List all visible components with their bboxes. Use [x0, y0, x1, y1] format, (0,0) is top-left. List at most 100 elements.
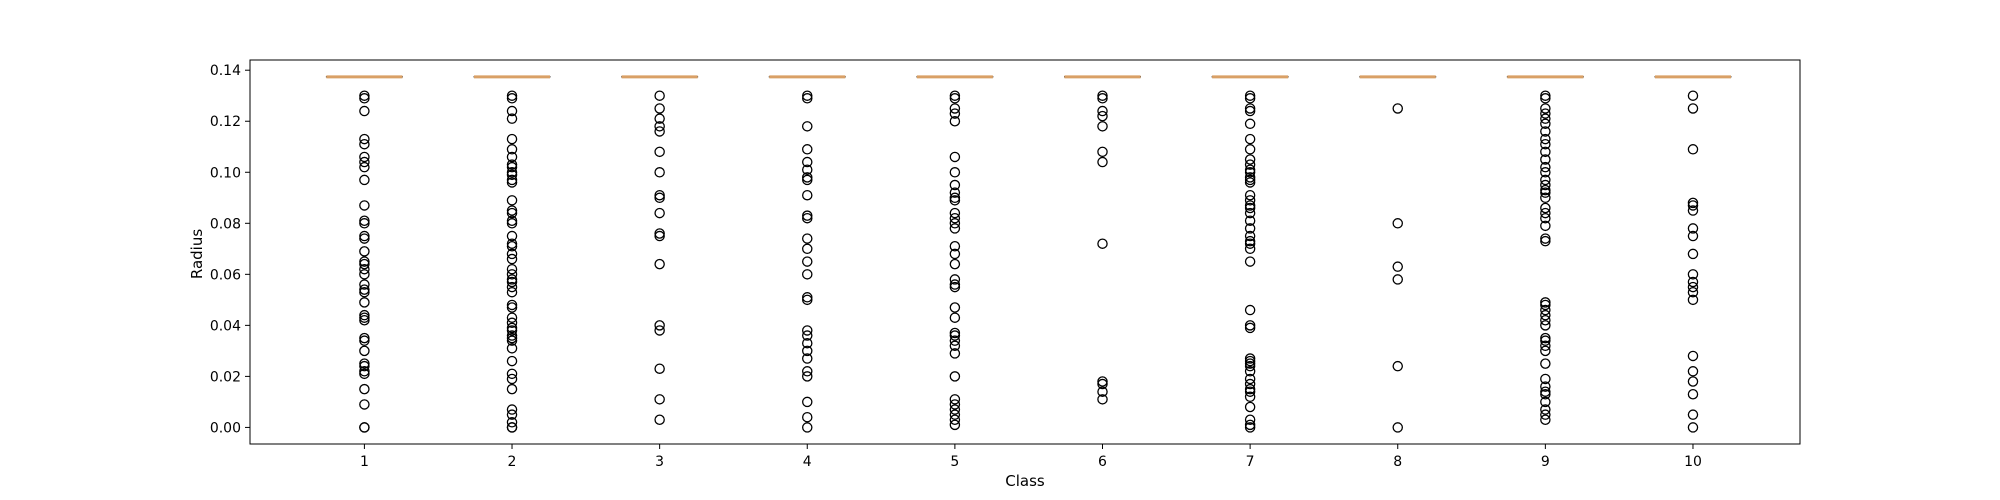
flier-point — [506, 174, 518, 186]
flier-point — [1244, 189, 1256, 201]
flier-point — [1687, 205, 1699, 216]
flier-point — [949, 274, 961, 285]
x-tick-label: 9 — [1541, 454, 1550, 470]
flier-point — [1687, 223, 1699, 234]
flier-point — [1244, 353, 1256, 364]
flier-point — [1244, 133, 1256, 145]
box-group-class-9 — [1506, 75, 1584, 426]
flier-point — [802, 411, 813, 423]
box-group-class-3 — [621, 75, 699, 426]
flier-point — [1244, 401, 1256, 413]
flier-point — [654, 121, 665, 132]
flier-point — [949, 195, 961, 206]
box-group-class-1 — [325, 75, 403, 433]
flier-point — [1687, 366, 1699, 377]
y-tick-label: 0.12 — [210, 114, 241, 130]
flier-point — [359, 309, 370, 321]
flier-point — [1540, 108, 1551, 119]
flier-point — [1687, 281, 1699, 293]
flier-point — [802, 90, 813, 101]
flier-point — [1244, 256, 1256, 267]
x-tick-label: 5 — [950, 454, 959, 470]
flier-point — [1244, 195, 1256, 206]
flier-point — [949, 340, 961, 352]
flier-point — [1687, 376, 1699, 387]
flier-point — [949, 279, 961, 290]
flier-point — [506, 169, 518, 181]
flier-point — [359, 297, 370, 308]
flier-point — [359, 284, 370, 295]
flier-point — [506, 215, 518, 226]
flier-point — [506, 325, 518, 336]
flier-point — [1244, 386, 1256, 397]
flier-point — [802, 156, 813, 168]
flier-point — [654, 189, 665, 201]
flier-point — [1244, 154, 1256, 165]
flier-point — [1244, 93, 1256, 104]
flier-point — [1244, 243, 1256, 255]
x-tick-label: 6 — [1098, 454, 1107, 470]
flier-point — [654, 414, 665, 426]
flier-point — [949, 302, 961, 313]
flier-point — [1244, 200, 1256, 211]
flier-point — [654, 363, 665, 374]
flier-point — [1540, 118, 1551, 130]
flier-point — [1540, 332, 1551, 344]
flier-point — [1540, 202, 1551, 214]
flier-point — [1540, 138, 1551, 150]
y-tick-label: 0.04 — [210, 318, 241, 334]
flier-point — [1244, 383, 1256, 395]
flier-point — [1687, 294, 1699, 306]
flier-point — [506, 90, 518, 101]
flier-point — [1392, 261, 1403, 272]
flier-point — [506, 332, 518, 344]
axes-frame — [249, 59, 1801, 445]
flier-point — [359, 345, 370, 357]
flier-point — [949, 179, 961, 191]
flier-point — [506, 263, 518, 275]
flier-point — [506, 302, 518, 313]
flier-point — [802, 330, 813, 341]
flier-point — [949, 348, 961, 359]
x-axis-label: Class — [1005, 472, 1045, 490]
flier-point — [1244, 215, 1256, 226]
flier-point — [1687, 230, 1699, 242]
flier-point — [1540, 381, 1551, 392]
flier-point — [506, 241, 518, 252]
flier-point — [802, 164, 813, 175]
flier-point — [949, 212, 961, 224]
flier-point — [359, 174, 370, 186]
flier-point — [802, 174, 813, 186]
flier-point — [1244, 355, 1256, 367]
flier-point — [802, 353, 813, 364]
flier-point — [1097, 93, 1108, 104]
flier-point — [1097, 378, 1108, 390]
flier-point — [506, 207, 518, 219]
flier-point — [359, 161, 370, 173]
flier-point — [654, 113, 665, 124]
flier-point — [1540, 133, 1551, 145]
flier-point — [949, 335, 961, 346]
flier-point — [1244, 366, 1256, 377]
flier-point — [359, 246, 370, 257]
flier-point — [506, 312, 518, 323]
flier-point — [506, 105, 518, 117]
flier-point — [949, 409, 961, 420]
flier-point — [1244, 90, 1256, 101]
flier-point — [1244, 360, 1256, 372]
flier-point — [1687, 276, 1699, 288]
flier-point — [802, 294, 813, 306]
flier-point — [506, 161, 518, 173]
flier-point — [949, 399, 961, 410]
plot-area — [325, 75, 1732, 433]
flier-point — [1540, 335, 1551, 346]
flier-point — [506, 133, 518, 145]
flier-point — [802, 144, 813, 155]
flier-point — [359, 286, 370, 298]
flier-point — [506, 269, 518, 280]
flier-point — [506, 409, 518, 420]
flier-point — [802, 292, 813, 303]
flier-point — [359, 258, 370, 270]
y-tick-label: 0.10 — [210, 165, 241, 181]
